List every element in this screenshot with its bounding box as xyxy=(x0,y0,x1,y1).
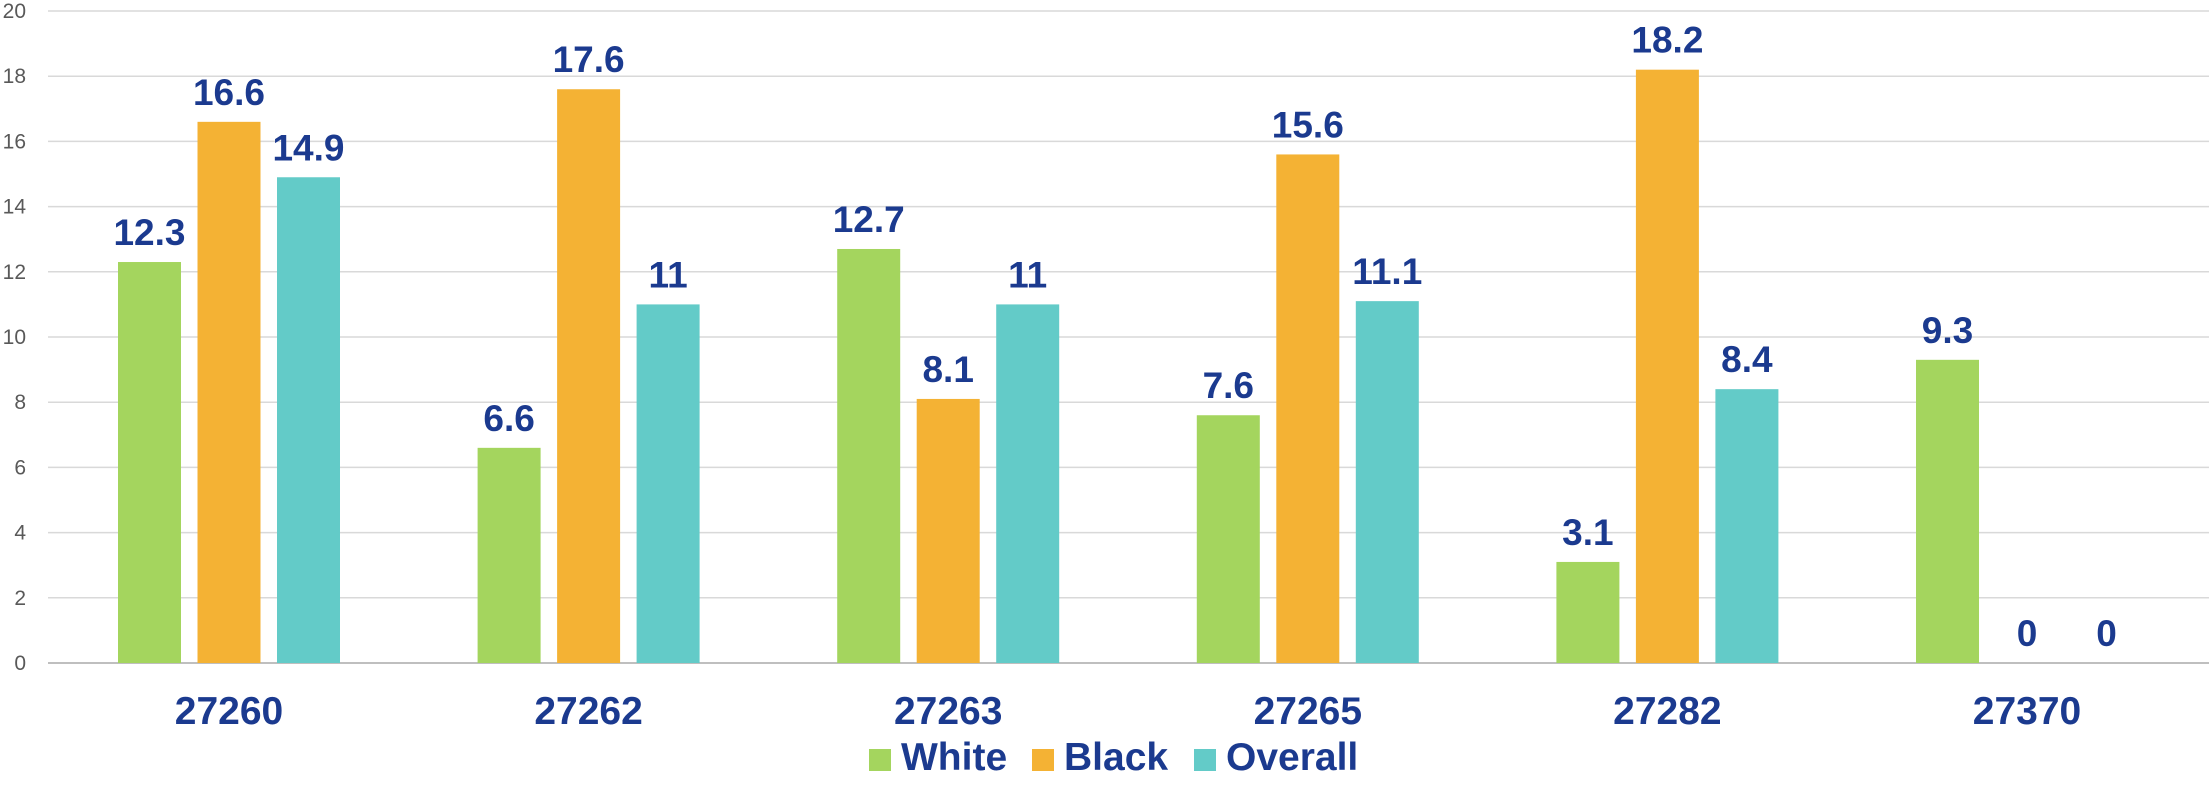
legend-label-overall: Overall xyxy=(1226,736,1358,779)
bar-white-27370 xyxy=(1916,359,1979,663)
data-label-white-27282: 3.1 xyxy=(1562,512,1613,553)
legend-swatch-overall xyxy=(1194,749,1216,771)
bar-white-27282 xyxy=(1556,561,1620,663)
bar-black-27262 xyxy=(557,89,621,664)
bar-white-27263 xyxy=(837,248,901,664)
y-tick-label: 0 xyxy=(14,652,26,675)
bar-black-27282 xyxy=(1635,69,1699,664)
legend: White Black Overall xyxy=(869,736,1358,779)
y-tick-label: 10 xyxy=(3,326,26,349)
data-label-black-27262: 17.6 xyxy=(553,39,625,80)
bar-black-27260 xyxy=(197,121,261,664)
y-tick-label: 2 xyxy=(14,587,26,610)
data-label-white-27263: 12.7 xyxy=(833,199,905,240)
data-label-overall-27265: 11.1 xyxy=(1352,251,1422,292)
data-label-overall-27262: 11 xyxy=(649,254,688,295)
x-tick-label: 27263 xyxy=(894,690,1002,733)
legend-label-white: White xyxy=(901,736,1007,779)
bar-overall-27262 xyxy=(636,304,700,663)
bar-overall-27260 xyxy=(277,177,340,663)
gridlines xyxy=(48,10,2209,664)
bar-white-27265 xyxy=(1196,415,1260,663)
x-tick-label: 27262 xyxy=(534,690,642,733)
y-tick-label: 18 xyxy=(3,65,26,88)
data-label-black-27370: 0 xyxy=(2017,613,2038,654)
y-tick-label: 12 xyxy=(3,261,26,284)
bars xyxy=(118,69,1979,664)
bar-black-27265 xyxy=(1276,154,1340,663)
y-tick-label: 6 xyxy=(14,456,26,479)
data-label-black-27263: 8.1 xyxy=(922,349,973,390)
y-tick-label: 16 xyxy=(3,130,26,153)
data-label-overall-27263: 11 xyxy=(1008,254,1047,295)
y-tick-label: 8 xyxy=(14,391,26,414)
x-tick-label: 27265 xyxy=(1254,690,1362,733)
bar-white-27260 xyxy=(118,262,181,663)
data-label-overall-27282: 8.4 xyxy=(1721,339,1773,380)
data-label-overall-27260: 14.9 xyxy=(272,127,344,168)
bar-overall-27282 xyxy=(1715,389,1779,663)
bar-overall-27265 xyxy=(1355,301,1419,663)
bar-overall-27263 xyxy=(996,304,1060,663)
y-tick-label: 14 xyxy=(3,196,27,219)
data-label-black-27260: 16.6 xyxy=(193,72,265,113)
data-label-black-27265: 15.6 xyxy=(1272,104,1344,145)
bar-black-27263 xyxy=(916,398,980,663)
x-tick-label: 27260 xyxy=(175,690,283,733)
y-axis-ticks: 0 2 4 6 8 10 12 14 16 18 20 xyxy=(3,0,27,675)
y-tick-label: 4 xyxy=(14,522,26,545)
data-label-white-27265: 7.6 xyxy=(1203,365,1254,406)
legend-swatch-white xyxy=(869,749,891,771)
data-label-black-27282: 18.2 xyxy=(1631,20,1703,61)
legend-label-black: Black xyxy=(1064,736,1168,779)
data-label-overall-27370: 0 xyxy=(2096,613,2117,654)
y-tick-label: 20 xyxy=(3,0,26,23)
data-labels: 12.3 16.614.9 6.6 17.6 11 12.7 8.1 11 7.6 15.6 11.… xyxy=(113,20,2116,654)
bar-white-27262 xyxy=(477,447,541,663)
x-axis-ticks: 27260 27262 27263 27265 27282 27370 xyxy=(175,690,2081,733)
x-tick-label: 27282 xyxy=(1613,690,1721,733)
data-label-white-27370: 9.3 xyxy=(1922,310,1973,351)
data-label-white-27260: 12.3 xyxy=(113,212,185,253)
legend-swatch-black xyxy=(1032,749,1054,771)
data-label-white-27262: 6.6 xyxy=(483,398,534,439)
x-tick-label: 27370 xyxy=(1973,690,2081,733)
